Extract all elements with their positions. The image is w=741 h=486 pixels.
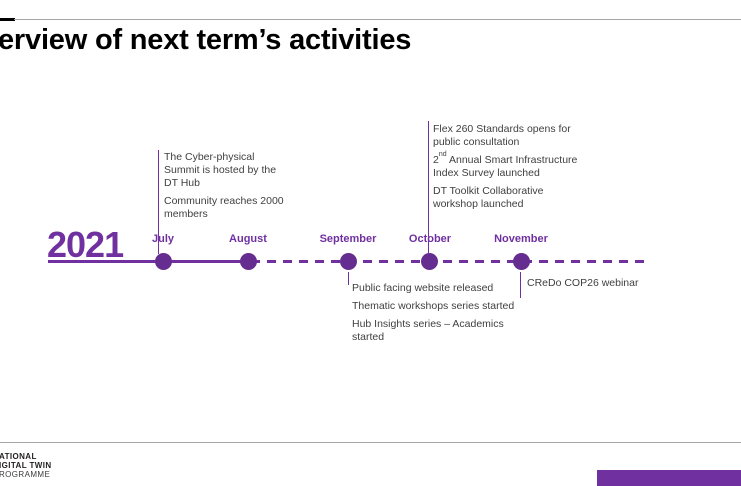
logo-text-line: IGITAL TWIN <box>0 461 52 470</box>
ndtp-logo: ATIONAL IGITAL TWIN ROGRAMME <box>0 452 52 479</box>
timeline-month-november: November <box>494 233 548 245</box>
event-text-line: 2nd Annual Smart Infrastructure <box>433 150 578 167</box>
event-block-october: Flex 260 Standards opens for public cons… <box>433 123 577 216</box>
event-text-line: public consultation <box>433 136 520 148</box>
event-paragraph: Thematic workshops series started <box>352 300 514 313</box>
timeline-month-october: October <box>408 233 452 245</box>
connector-line-september <box>348 272 349 285</box>
event-text-line: Flex 260 Standards opens for <box>433 123 571 135</box>
event-text-line: Thematic workshops series started <box>352 300 515 312</box>
connector-line-july <box>158 150 159 254</box>
event-text-line: started <box>352 331 385 343</box>
event-paragraph: CReDo COP26 webinar <box>527 277 638 290</box>
timeline-dot-october <box>421 253 438 270</box>
timeline-dot-september <box>340 253 357 270</box>
event-text-line: The Cyber-physical <box>164 151 255 163</box>
event-block-november: CReDo COP26 webinar <box>527 277 638 295</box>
timeline-dot-august <box>240 253 257 270</box>
ordinal-suffix: nd <box>438 150 447 158</box>
footer-accent-bar <box>597 470 741 486</box>
event-block-july: The Cyber-physical Summit is hosted by t… <box>164 151 284 226</box>
event-text-segment: Annual Smart Infrastructure <box>446 154 578 166</box>
timeline-line-dashed <box>251 260 645 263</box>
logo-text-line: ROGRAMME <box>0 470 51 479</box>
event-text-line: DT Hub <box>164 177 200 189</box>
timeline-line-solid <box>48 260 251 263</box>
logo-text-line: ATIONAL <box>0 452 37 461</box>
timeline-month-july: July <box>151 233 175 245</box>
event-text-line: DT Toolkit Collaborative <box>433 185 544 197</box>
timeline-month-august: August <box>229 233 267 245</box>
event-paragraph: Flex 260 Standards opens for public cons… <box>433 123 577 149</box>
timeline-dot-november <box>513 253 530 270</box>
timeline-month-september: September <box>319 233 377 245</box>
event-text-line: Summit is hosted by the <box>164 164 277 176</box>
event-text-line: CReDo COP26 webinar <box>527 277 639 289</box>
event-paragraph: The Cyber-physical Summit is hosted by t… <box>164 151 284 190</box>
event-text-line: Hub Insights series – Academics <box>352 318 504 330</box>
footer-rule <box>0 442 741 443</box>
connector-line-november <box>520 272 521 298</box>
event-text-line: workshop launched <box>433 198 524 210</box>
ordinal-number: 2 <box>433 154 439 166</box>
event-paragraph: Public facing website released <box>352 282 514 295</box>
event-block-september: Public facing website released Thematic … <box>352 282 514 349</box>
header-rule <box>14 19 741 20</box>
timeline-dot-july <box>155 253 172 270</box>
event-text-line: Index Survey launched <box>433 167 540 179</box>
timeline-year-label: 2021 <box>47 224 124 265</box>
event-paragraph: DT Toolkit Collaborative workshop launch… <box>433 185 577 211</box>
top-left-dash <box>0 18 15 21</box>
event-paragraph: Community reaches 2000 members <box>164 195 284 221</box>
event-text-line: Public facing website released <box>352 282 494 294</box>
connector-line-october <box>428 121 429 254</box>
event-text-line: members <box>164 208 208 220</box>
event-text-line: Community reaches 2000 <box>164 195 284 207</box>
event-paragraph: Hub Insights series – Academics started <box>352 318 514 344</box>
page-title: erview of next term’s activities <box>0 24 412 56</box>
event-paragraph: 2nd Annual Smart Infrastructure Index Su… <box>433 150 578 180</box>
